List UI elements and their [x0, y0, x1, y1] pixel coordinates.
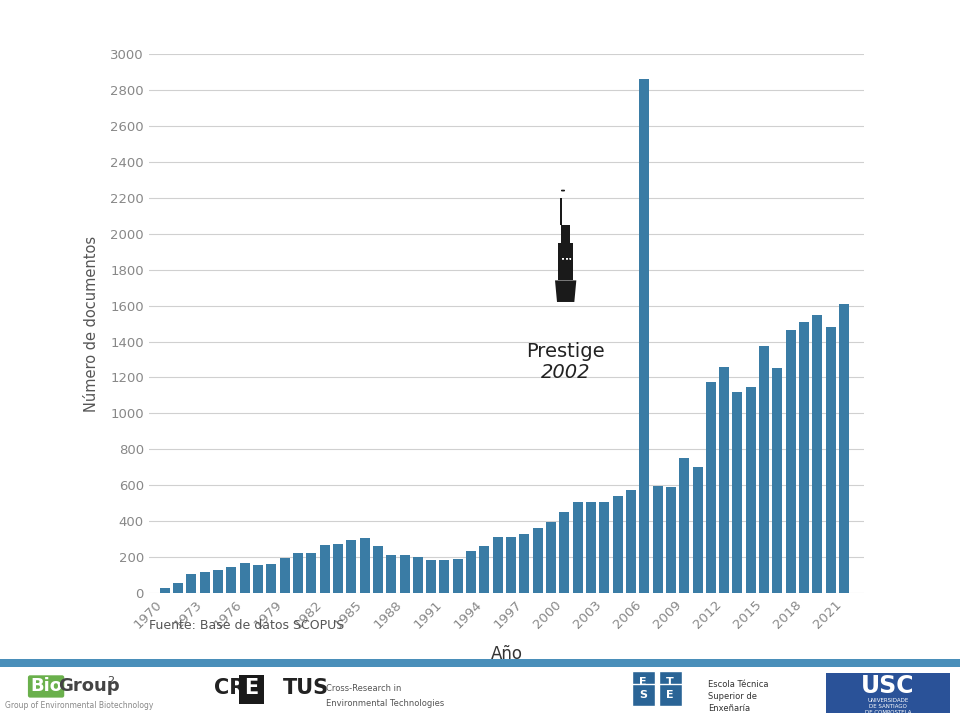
Text: Prestige: Prestige — [526, 342, 605, 360]
Bar — [680, 459, 689, 593]
Bar — [426, 560, 436, 593]
Bar — [227, 567, 236, 593]
FancyBboxPatch shape — [632, 684, 655, 706]
Bar — [306, 553, 316, 593]
Bar — [546, 522, 556, 593]
Text: Group: Group — [59, 677, 120, 695]
Bar — [586, 502, 596, 593]
Polygon shape — [560, 198, 563, 224]
Bar — [266, 564, 276, 593]
Bar — [706, 382, 716, 593]
Text: Escola Técnica: Escola Técnica — [708, 680, 769, 690]
Text: E: E — [245, 677, 258, 697]
Bar — [746, 388, 756, 593]
Bar — [785, 330, 796, 593]
Bar — [799, 322, 809, 593]
Bar — [333, 544, 343, 593]
Bar — [719, 367, 730, 593]
Bar — [440, 560, 449, 593]
Bar — [399, 555, 410, 593]
Bar — [533, 528, 542, 593]
Bar — [839, 304, 849, 593]
Text: Group of Environmental Biotechnology: Group of Environmental Biotechnology — [5, 701, 153, 710]
Bar — [626, 490, 636, 593]
Text: CR: CR — [213, 677, 245, 697]
Text: 2002: 2002 — [540, 363, 590, 382]
FancyBboxPatch shape — [826, 673, 950, 713]
Bar — [347, 540, 356, 593]
X-axis label: Año: Año — [491, 645, 522, 663]
Bar — [812, 315, 823, 593]
Bar — [666, 487, 676, 593]
Bar — [372, 546, 383, 593]
FancyBboxPatch shape — [659, 684, 682, 706]
Text: Superior de: Superior de — [708, 692, 757, 702]
Bar — [453, 559, 463, 593]
Bar — [159, 588, 170, 593]
Text: USC: USC — [861, 674, 915, 698]
Bar — [186, 574, 197, 593]
Bar — [653, 486, 662, 593]
Bar — [759, 346, 769, 593]
Bar — [573, 503, 583, 593]
Bar — [492, 538, 503, 593]
Text: Bio: Bio — [30, 677, 62, 695]
Bar — [612, 496, 623, 593]
Bar — [639, 79, 649, 593]
Text: Enxeñaría: Enxeñaría — [708, 704, 751, 713]
Bar — [826, 327, 836, 593]
Text: UNIVERSIDADE
DE SANTIAGO
DE COMPOSTELA: UNIVERSIDADE DE SANTIAGO DE COMPOSTELA — [865, 698, 911, 715]
Bar — [560, 512, 569, 593]
Text: S: S — [639, 690, 647, 700]
Bar — [253, 565, 263, 593]
Bar — [240, 562, 250, 593]
Bar — [320, 545, 329, 593]
Bar — [506, 536, 516, 593]
Bar — [360, 539, 370, 593]
Bar — [200, 572, 209, 593]
Polygon shape — [559, 243, 573, 280]
Bar — [213, 569, 223, 593]
Text: Environmental Technologies: Environmental Technologies — [326, 699, 444, 707]
Text: T: T — [666, 677, 674, 687]
Polygon shape — [561, 224, 570, 243]
Bar — [173, 583, 183, 593]
Text: Cross-Research in: Cross-Research in — [326, 684, 402, 693]
Bar — [293, 553, 303, 593]
Bar — [773, 368, 782, 593]
Bar — [732, 392, 742, 593]
FancyBboxPatch shape — [659, 671, 682, 693]
FancyBboxPatch shape — [632, 671, 655, 693]
Y-axis label: Número de documentos: Número de documentos — [84, 236, 99, 411]
Text: 2: 2 — [107, 676, 114, 686]
Polygon shape — [555, 280, 576, 302]
Bar — [386, 554, 396, 593]
Text: TUS: TUS — [283, 677, 329, 697]
FancyBboxPatch shape — [239, 675, 264, 705]
Bar — [479, 546, 490, 593]
Bar — [519, 533, 529, 593]
Text: Fuente: Base de datos SCOPUS: Fuente: Base de datos SCOPUS — [149, 619, 344, 632]
Text: E: E — [666, 690, 674, 700]
Bar — [599, 502, 610, 593]
Bar — [467, 551, 476, 593]
Bar — [413, 557, 422, 593]
Bar — [692, 467, 703, 593]
Bar — [279, 558, 290, 593]
Text: E: E — [639, 677, 647, 687]
